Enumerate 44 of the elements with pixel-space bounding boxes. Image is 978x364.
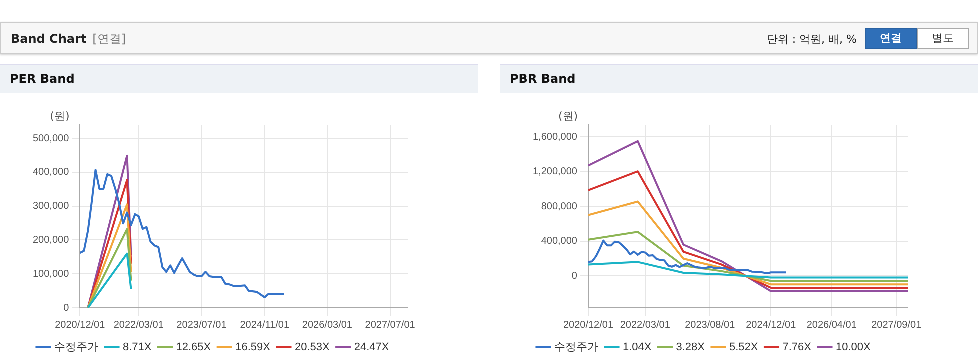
y-axis-title: (원): [558, 110, 578, 123]
legend-label: 1.04X: [623, 342, 652, 354]
x-tick-label: 2022/03/01: [620, 320, 671, 331]
y-tick-label: 0: [64, 302, 70, 314]
legend-label: 8.71X: [123, 342, 152, 354]
x-tick-label: 2020/12/01: [563, 320, 614, 331]
y-tick-label: 800,000: [541, 201, 578, 212]
x-tick-label: 2024/12/01: [746, 320, 797, 331]
legend-label: 20.53X: [294, 342, 330, 354]
y-tick-label: 100,000: [32, 268, 70, 280]
text: [연결]: [92, 32, 126, 46]
text: 단위 : 억원, 배, %: [766, 32, 857, 47]
y-tick-label: 0: [572, 270, 578, 282]
y-tick-label: 400,000: [541, 236, 578, 248]
legend-label: 16.59X: [236, 342, 272, 354]
chart-title: PBR Band: [500, 64, 978, 93]
y-tick-label: 500,000: [32, 133, 70, 144]
legend-label: 24.47X: [354, 342, 390, 354]
legend-label: 수정주가: [554, 342, 598, 354]
x-tick-label: 2024/11/01: [240, 320, 290, 331]
x-tick-label: 2027/09/01: [872, 320, 922, 331]
x-tick-label: 2027/07/01: [365, 320, 416, 331]
text: 별도: [917, 28, 969, 49]
y-axis-title: (원): [50, 110, 70, 123]
legend-label: 7.76X: [782, 342, 812, 354]
legend-label: 10.00X: [836, 342, 872, 354]
text: Band Chart: [11, 32, 87, 46]
x-tick-label: 2023/08/01: [685, 320, 736, 331]
legend-label: 수정주가: [54, 342, 98, 354]
text: 연결: [865, 28, 917, 49]
y-tick-label: 400,000: [32, 167, 70, 178]
x-tick-label: 2022/03/01: [114, 320, 164, 331]
x-tick-label: 2020/12/01: [55, 320, 106, 331]
y-tick-label: 1,600,000: [532, 132, 578, 143]
y-tick-label: 300,000: [32, 201, 70, 212]
y-tick-label: 1,200,000: [532, 166, 578, 178]
y-tick-label: 200,000: [32, 234, 70, 246]
x-tick-label: 2023/07/01: [176, 320, 228, 331]
x-tick-label: 2026/03/01: [302, 320, 353, 331]
legend-label: 5.52X: [729, 342, 759, 354]
legend-label: 3.28X: [676, 342, 706, 354]
legend-label: 12.65X: [176, 342, 212, 354]
x-tick-label: 2026/04/01: [806, 320, 858, 331]
chart-title: PER Band: [0, 64, 478, 93]
